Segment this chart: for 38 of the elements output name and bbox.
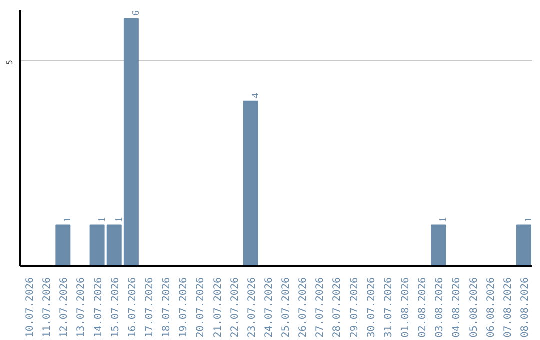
x-tick-label: 03.08.2026: [434, 277, 446, 338]
data-label: 1: [438, 217, 450, 222]
x-tick-label: 29.07.2026: [349, 277, 360, 338]
x-tick-label: 24.07.2026: [264, 277, 275, 338]
x-tick-label: 12.07.2026: [59, 277, 70, 338]
x-tick-label: 13.07.2026: [76, 277, 88, 338]
x-tick-label: 31.07.2026: [383, 277, 394, 338]
x-tick-label: 08.08.2026: [520, 277, 531, 338]
x-tick-label: 22.07.2026: [230, 277, 241, 338]
x-tick-label: 11.07.2026: [42, 277, 54, 338]
x-tick-label: 04.08.2026: [452, 277, 463, 338]
x-tick-label: 28.07.2026: [332, 277, 344, 338]
x-tick-label: 02.08.2026: [418, 277, 429, 338]
x-tick-label: 18.07.2026: [162, 277, 173, 338]
x-tick-label: 14.07.2026: [93, 277, 104, 338]
x-tick-label: 17.07.2026: [144, 277, 156, 338]
x-tick-label: 26.07.2026: [298, 277, 310, 338]
data-label: 6: [130, 10, 142, 16]
x-tick-label: 15.07.2026: [110, 277, 122, 338]
data-label: 1: [523, 217, 534, 222]
x-tick-label: 25.07.2026: [281, 277, 292, 338]
data-label: 1: [114, 217, 125, 222]
x-tick-label: 23.07.2026: [246, 277, 258, 338]
x-tick-label: 06.08.2026: [486, 277, 497, 338]
data-label: 4: [250, 93, 262, 98]
x-tick-label: 21.07.2026: [212, 277, 224, 338]
x-tick-label: 10.07.2026: [25, 277, 36, 338]
x-tick-label: 05.08.2026: [468, 277, 480, 338]
x-tick-label: 16.07.2026: [127, 277, 138, 338]
x-tick-label: 20.07.2026: [196, 277, 207, 338]
x-tick-label: 27.07.2026: [315, 277, 326, 338]
x-tick-label: 07.08.2026: [502, 277, 514, 338]
data-label: 1: [62, 217, 74, 222]
data-label: 1: [96, 217, 108, 222]
x-tick-label: 01.08.2026: [400, 277, 412, 338]
y-tick-label: 5: [6, 60, 14, 66]
x-tick-label: 30.07.2026: [366, 277, 378, 338]
x-tick-label: 19.07.2026: [178, 277, 190, 338]
